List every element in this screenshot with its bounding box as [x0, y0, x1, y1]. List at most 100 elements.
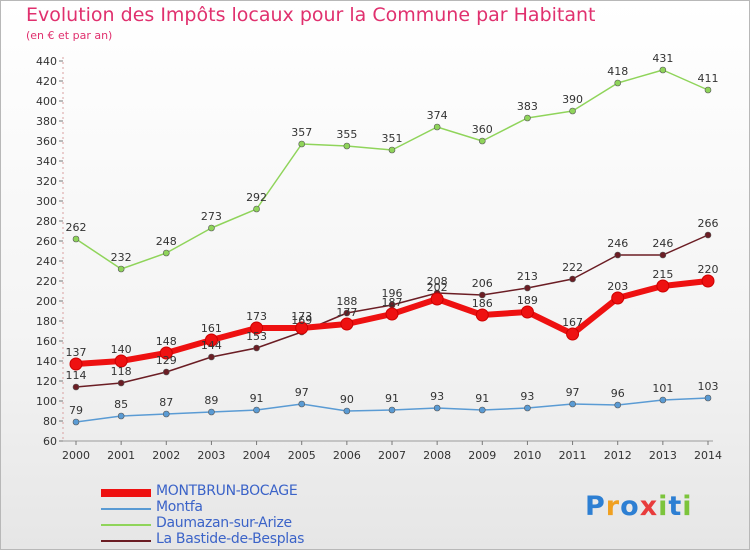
series-point-2 — [569, 107, 576, 115]
data-label-3: 118 — [111, 365, 132, 378]
x-tick-label: 2009 — [468, 449, 496, 462]
data-label-3: 213 — [517, 270, 538, 283]
data-label-3: 153 — [246, 330, 267, 343]
logo-letter: P — [585, 491, 606, 522]
series-point-3 — [162, 368, 170, 376]
series-point-1 — [117, 412, 125, 420]
data-label-0: 140 — [111, 343, 132, 356]
series-point-2 — [208, 224, 215, 232]
y-tick-label: 340 — [36, 155, 57, 168]
x-tick-label: 2007 — [378, 449, 406, 462]
data-labels: 137 140 148 161 173 173 177 187 202 186 189 167 203 2… — [66, 52, 719, 417]
y-tick-label: 220 — [36, 275, 57, 288]
series-point-1 — [433, 404, 441, 412]
series-point-1 — [253, 406, 260, 414]
series-point-1 — [388, 406, 396, 414]
data-label-3: 246 — [652, 237, 673, 250]
chart-subtitle: (en € et par an) — [26, 29, 113, 42]
series-point-2 — [72, 235, 80, 243]
series-point-1 — [298, 400, 306, 408]
data-label-2: 357 — [291, 126, 312, 139]
proxiti-logo: Proxiti — [585, 491, 693, 522]
x-tick-label: 2003 — [197, 449, 225, 462]
data-label-1: 89 — [204, 394, 218, 407]
data-label-0: 177 — [336, 306, 357, 319]
series-point-0 — [656, 279, 670, 293]
series-point-0 — [520, 305, 534, 319]
legend-swatch — [101, 524, 151, 526]
data-label-3: 169 — [291, 314, 312, 327]
series-point-0 — [204, 333, 218, 347]
y-tick-label: 420 — [36, 75, 57, 88]
series-point-2 — [117, 265, 125, 273]
logo-letter: i — [682, 491, 693, 522]
logo-letter: i — [658, 491, 669, 522]
line-chart: 60 80 100 120 140 160 180 200 220 240 260 280 300 320… — [36, 52, 722, 462]
series-point-1 — [208, 408, 215, 416]
legend-label: La Bastide-de-Besplas — [156, 531, 305, 547]
series-point-2 — [388, 146, 396, 154]
y-tick-label: 180 — [36, 315, 57, 328]
series-point-1 — [478, 406, 486, 414]
data-label-0: 161 — [201, 322, 222, 335]
series-point-2 — [524, 114, 531, 122]
legend-label: MONTBRUN-BOCAGE — [156, 483, 298, 499]
data-label-2: 292 — [246, 191, 267, 204]
x-tick-label: 2005 — [288, 449, 316, 462]
logo-letter: o — [620, 491, 640, 522]
data-label-1: 87 — [159, 396, 173, 409]
data-label-2: 232 — [111, 251, 132, 264]
y-tick-label: 140 — [36, 355, 57, 368]
series-point-3 — [72, 383, 80, 391]
data-label-1: 103 — [698, 380, 719, 393]
logo-letter: r — [605, 491, 621, 522]
x-tick-label: 2004 — [243, 449, 271, 462]
legend-swatch — [101, 540, 151, 542]
data-label-1: 90 — [340, 393, 354, 406]
data-label-1: 91 — [475, 392, 489, 405]
data-label-0: 167 — [562, 316, 583, 329]
y-tick-label: 200 — [36, 295, 57, 308]
y-tick-label: 240 — [36, 255, 57, 268]
series-point-1 — [569, 400, 576, 408]
data-label-2: 262 — [66, 221, 87, 234]
data-label-2: 390 — [562, 93, 583, 106]
data-label-1: 93 — [430, 390, 444, 403]
legend-label: Montfa — [156, 499, 203, 515]
series-point-1 — [659, 396, 667, 404]
data-label-1: 96 — [611, 387, 625, 400]
data-label-3: 222 — [562, 261, 583, 274]
series-point-0 — [701, 274, 715, 288]
data-label-0: 203 — [607, 280, 628, 293]
data-label-1: 93 — [520, 390, 534, 403]
series-point-0 — [340, 317, 354, 331]
series-point-2 — [343, 142, 351, 150]
series-point-3 — [208, 353, 215, 361]
data-label-2: 374 — [427, 109, 448, 122]
series-point-0 — [475, 308, 489, 322]
series-point-0 — [69, 357, 83, 371]
chart-axes: 60 80 100 120 140 160 180 200 220 240 260 280 300 320… — [36, 55, 722, 462]
series-point-0 — [430, 292, 444, 306]
legend-swatch — [101, 489, 151, 497]
x-tick-label: 2006 — [333, 449, 361, 462]
y-tick-label: 360 — [36, 135, 57, 148]
data-label-1: 101 — [652, 382, 673, 395]
series-point-2 — [704, 86, 712, 94]
logo-letter: t — [668, 491, 683, 522]
y-tick-label: 260 — [36, 235, 57, 248]
data-label-1: 91 — [250, 392, 264, 405]
data-label-3: 144 — [201, 339, 222, 352]
series-point-3 — [343, 309, 351, 317]
series-point-2 — [659, 66, 667, 74]
data-label-2: 355 — [336, 128, 357, 141]
data-label-0: 215 — [652, 268, 673, 281]
data-label-2: 383 — [517, 100, 538, 113]
x-tick-label: 2014 — [694, 449, 722, 462]
series-point-3 — [659, 251, 667, 259]
series-point-0 — [385, 307, 399, 321]
data-label-3: 208 — [427, 275, 448, 288]
data-label-1: 79 — [69, 404, 83, 417]
y-tick-label: 280 — [36, 215, 57, 228]
series-point-3 — [704, 231, 712, 239]
